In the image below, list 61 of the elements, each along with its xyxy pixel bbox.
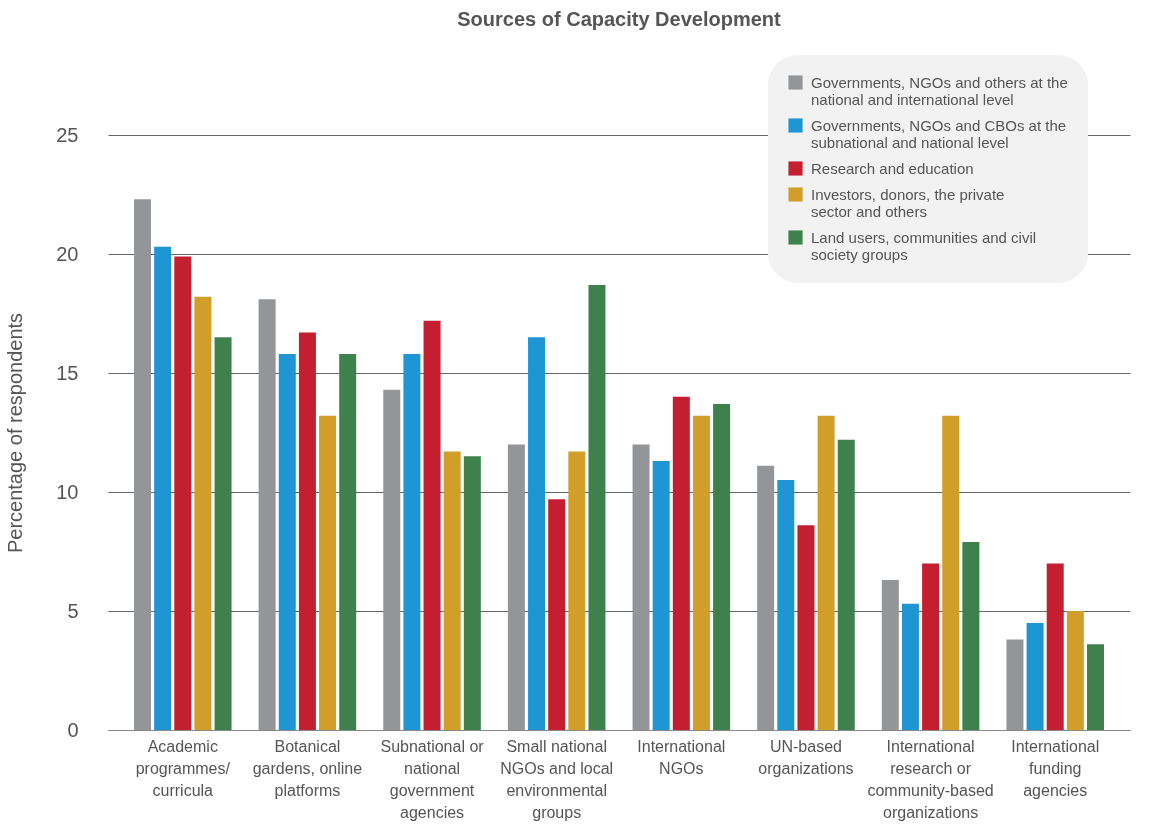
legend-label: Investors, donors, the private sector and others [811, 185, 1005, 220]
bar [757, 465, 775, 730]
bar [383, 389, 401, 730]
bar [962, 541, 980, 730]
bar [319, 415, 337, 730]
bar [174, 256, 192, 730]
bar [652, 461, 670, 730]
bar [881, 580, 899, 730]
bar [443, 451, 461, 730]
bar [339, 353, 357, 730]
bar [298, 332, 316, 730]
bar [214, 337, 232, 730]
bar [423, 320, 441, 730]
chart-title: Sources of Capacity Development [457, 8, 782, 30]
bar [942, 415, 960, 730]
bar [548, 499, 566, 730]
y-tick-label: 20 [56, 242, 79, 265]
x-tick-label: International NGOs [637, 737, 726, 777]
bar [154, 246, 172, 730]
y-tick-label: 25 [56, 123, 79, 146]
bar [1087, 644, 1105, 730]
bar [258, 299, 276, 730]
bar [403, 353, 421, 730]
bar [797, 525, 815, 730]
x-tick-label: Small national NGOs and local environmental groups [500, 737, 614, 821]
bar [901, 603, 919, 730]
bar [817, 415, 835, 730]
bar [837, 439, 855, 730]
y-tick-label: 5 [67, 599, 79, 622]
bar [632, 444, 650, 730]
bar [922, 563, 940, 730]
x-tick-label: Subnational or national government agencies [380, 737, 485, 821]
bar [692, 415, 710, 730]
bar [1066, 611, 1084, 730]
bar [713, 403, 731, 730]
bar [568, 451, 586, 730]
bar [194, 296, 212, 730]
bar [1046, 563, 1064, 730]
bar [278, 353, 296, 730]
x-tick-label: International research or community-based organizations [867, 737, 994, 821]
x-tick-label: Botanical gardens, online platforms [252, 737, 363, 799]
legend-label: Governments, NGOs and CBOs at the subnational and national level [811, 116, 1067, 151]
legend-label: Governments, NGOs and others at the national and international level [811, 73, 1068, 108]
bar [528, 337, 546, 730]
x-tick-label: International funding agencies [1011, 737, 1100, 799]
bar [672, 396, 690, 730]
legend-label: Land users, communities and civil society groups [811, 228, 1037, 263]
y-axis-title: Percentage of respondents [4, 312, 27, 554]
bar [1006, 639, 1024, 730]
x-tick-label: UN-based organizations [758, 737, 854, 777]
bar [463, 456, 481, 730]
y-tick-label: 15 [56, 361, 79, 384]
x-tick-label: Academic programmes/ curricula [135, 737, 231, 799]
bar [507, 444, 525, 730]
y-tick-label: 0 [67, 718, 79, 741]
bar [1026, 622, 1044, 730]
legend-label: Research and education [811, 159, 974, 177]
bar [777, 480, 795, 730]
y-tick-label: 10 [56, 480, 79, 503]
bar [133, 199, 151, 730]
bar [588, 284, 606, 730]
